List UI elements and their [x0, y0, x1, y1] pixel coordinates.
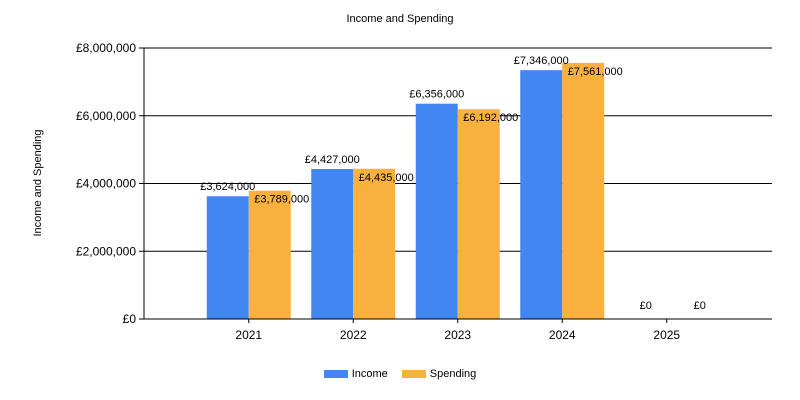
bar-spending-2022: [353, 168, 396, 319]
data-label-spending: £6,192,000: [463, 112, 518, 124]
bar-income-2023: [415, 103, 458, 320]
legend-swatch-spending: [401, 370, 426, 378]
y-tick-label: £4,000,000: [76, 177, 136, 191]
legend: Income Spending: [0, 368, 800, 380]
data-label-income: £4,427,000: [305, 154, 360, 166]
data-labels: £3,624,000£3,789,000 £4,427,000 £4,435,000…: [200, 55, 706, 312]
bar-income-2024: [520, 70, 563, 319]
data-label-spending: £0: [694, 300, 706, 312]
data-label-income: £6,356,000: [409, 89, 464, 101]
x-tick-label: 2024: [549, 328, 576, 342]
data-label-spending: £3,789,000: [254, 194, 309, 206]
bar-spending-2021: [248, 190, 291, 319]
y-axis-label: Income and Spending: [32, 129, 44, 236]
bar-income-2022: [311, 169, 354, 319]
chart-title: Income and Spending: [346, 13, 453, 25]
data-label-income: £3,624,000: [200, 181, 255, 193]
legend-swatch-income: [323, 370, 348, 378]
x-tick-label: 2023: [444, 328, 471, 342]
x-tick-label: 2025: [653, 328, 680, 342]
bar-income-2021: [206, 196, 249, 319]
data-label-income: £7,346,000: [514, 55, 569, 67]
legend-label-income: Income: [351, 368, 388, 380]
data-label-income: £0: [640, 300, 652, 312]
y-tick-label: £2,000,000: [76, 244, 136, 258]
y-tick-label: £6,000,000: [76, 109, 136, 123]
legend-item-income: Income: [323, 368, 388, 380]
x-tick-label: 2021: [235, 328, 262, 342]
bar-spending-2024: [562, 62, 605, 319]
y-tick-label: £0: [123, 312, 137, 326]
bars: [206, 62, 605, 320]
legend-label-spending: Spending: [429, 368, 477, 380]
data-label-spending: £7,561,000: [568, 66, 623, 78]
x-tick-label: 2022: [340, 328, 367, 342]
bar-spending-2023: [457, 109, 500, 319]
data-label-spending: £4,435,000: [359, 172, 414, 184]
y-tick-label: £8,000,000: [76, 41, 136, 55]
axes: £0 £2,000,000 £4,000,000 £6,000,000 £8,000,0…: [76, 41, 772, 342]
legend-item-spending: Spending: [401, 368, 477, 380]
